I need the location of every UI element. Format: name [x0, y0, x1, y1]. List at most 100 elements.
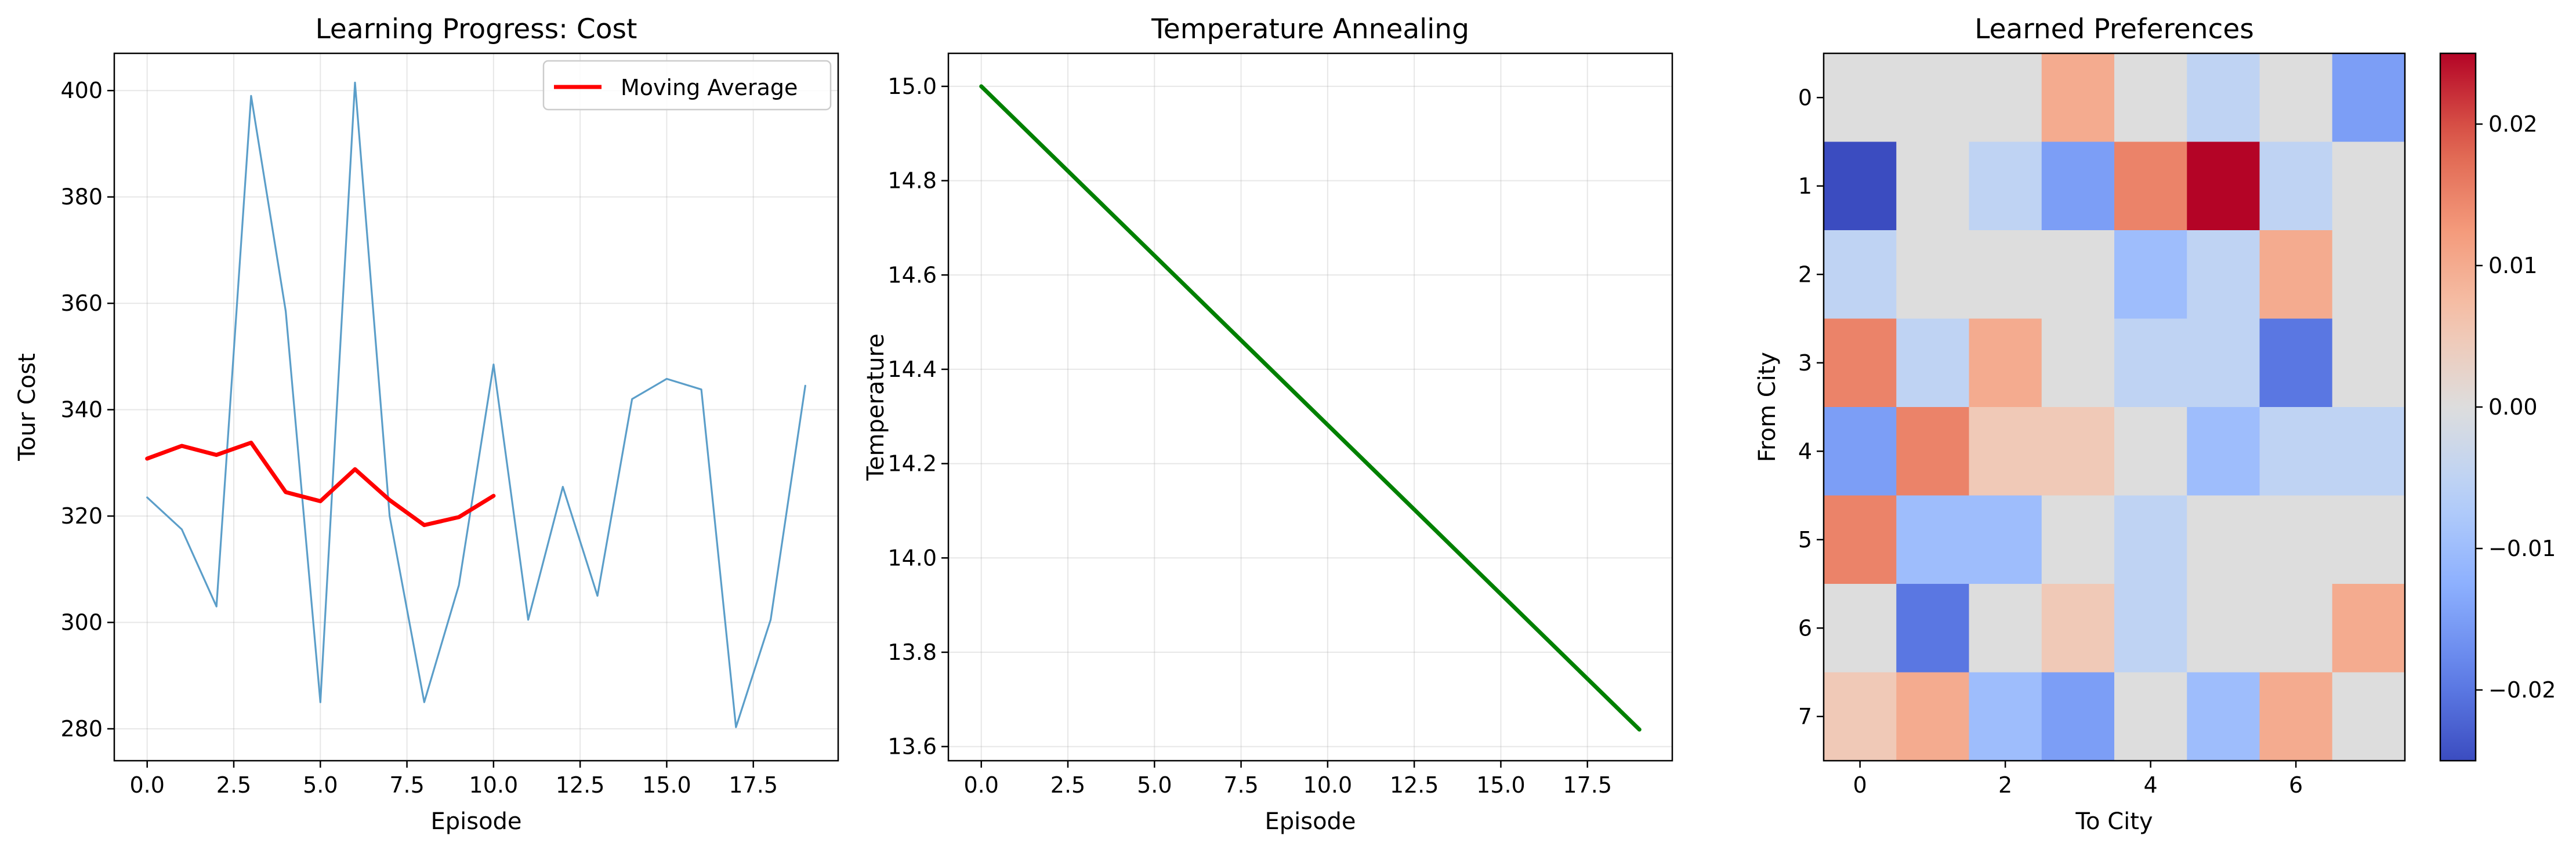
heatmap-cell: [2114, 407, 2187, 496]
x-tick-label: 15.0: [1476, 772, 1526, 798]
heatmap-cell: [1896, 495, 1970, 584]
heatmap-frame: [1823, 52, 2406, 762]
heatmap-cell: [2041, 407, 2115, 496]
heatmap-cell: [2332, 318, 2405, 408]
heatmap-cell: [1824, 495, 1897, 584]
x-tick-label: 0: [1853, 772, 1867, 798]
heatmap-cell: [2187, 584, 2260, 673]
y-tick-label: 400: [60, 78, 103, 103]
heatmap-cell: [1824, 407, 1897, 496]
cost-chart-plot-area: [145, 81, 806, 728]
temperature-chart-x-label: Episode: [1265, 808, 1356, 835]
heatmap-cell: [1969, 672, 2042, 761]
heatmap-cell: [1969, 318, 2042, 408]
heatmap-cell: [2259, 672, 2333, 761]
x-tick-label: 17.5: [1563, 772, 1612, 798]
y-tick-label: 300: [60, 610, 103, 635]
series-line-temperature: [979, 84, 1642, 732]
heatmap-cell: [2332, 584, 2405, 673]
x-tick-label: 12.5: [1390, 772, 1439, 798]
temperature-chart-x-ticks: 0.0 2.5 5.0 7.5 10.0 12.5 15.0 17.5: [964, 761, 1612, 798]
heatmap-cell: [1824, 230, 1897, 319]
series-line-tour-cost: [146, 81, 806, 728]
cost-chart-y-ticks: 280 300 320 340 360 380 400: [60, 78, 114, 742]
heatmap-cell: [1824, 584, 1897, 673]
heatmap-cell: [2114, 318, 2187, 408]
legend-box: [542, 60, 832, 111]
y-tick-label: 1: [1798, 173, 1812, 199]
heatmap-cell: [2332, 495, 2405, 584]
cost-chart-frame: [113, 52, 839, 762]
heatmap-cell: [1969, 495, 2042, 584]
x-tick-label: 0.0: [130, 772, 165, 798]
heatmap-cell: [2259, 318, 2333, 408]
cost-chart-legend: Moving Average: [542, 60, 832, 111]
y-tick-label: 13.6: [887, 734, 937, 760]
colorbar-tick-label: 0.02: [2488, 111, 2538, 137]
heatmap-y-ticks: 0 1 2 3 4 5 6 7: [1798, 85, 1824, 729]
heatmap-cell: [2259, 495, 2333, 584]
heatmap-cell: [1969, 53, 2042, 143]
heatmap-cell: [1824, 318, 1897, 408]
y-tick-label: 14.2: [887, 451, 937, 477]
temperature-chart-frame: [947, 52, 1673, 762]
x-tick-label: 2.5: [216, 772, 251, 798]
heatmap-cell: [2187, 495, 2260, 584]
heatmap-cell: [2041, 318, 2115, 408]
cost-chart-x-label: Episode: [430, 808, 521, 835]
cost-chart-y-label: Tour Cost: [14, 353, 41, 462]
colorbar-tick-label: 0.00: [2488, 394, 2538, 420]
heatmap-y-label: From City: [1754, 352, 1781, 462]
legend-label-moving-average: Moving Average: [621, 75, 798, 100]
heatmap-cell: [2114, 141, 2187, 231]
y-tick-label: 7: [1798, 704, 1812, 729]
heatmap-cell: [1824, 53, 1897, 143]
y-tick-label: 6: [1798, 615, 1812, 641]
heatmap-cell: [2332, 53, 2405, 143]
heatmap-cell: [1896, 584, 1970, 673]
heatmap-cell: [2041, 230, 2115, 319]
y-tick-label: 15.0: [887, 74, 937, 99]
heatmap-cell: [2332, 407, 2405, 496]
y-tick-label: 4: [1798, 438, 1812, 464]
heatmap-cell: [2187, 672, 2260, 761]
y-tick-label: 380: [60, 184, 103, 210]
heatmap-cell: [2332, 141, 2405, 231]
temperature-chart: 0.0 2.5 5.0 7.5 10.0 12.5 15.0 17.5 13.6 13.8 14.…: [863, 13, 1673, 835]
heatmap-cell: [1896, 318, 1970, 408]
y-tick-label: 0: [1798, 85, 1812, 110]
y-tick-label: 360: [60, 290, 103, 316]
heatmap-cell: [2259, 230, 2333, 319]
heatmap-cell: [2041, 584, 2115, 673]
heatmap-cell: [1824, 141, 1897, 231]
heatmap-cell: [2259, 407, 2333, 496]
colorbar-tick-label: 0.01: [2488, 253, 2538, 278]
x-tick-label: 12.5: [556, 772, 605, 798]
heatmap-cell: [2259, 141, 2333, 231]
heatmap-cell: [1969, 584, 2042, 673]
x-tick-label: 7.5: [1223, 772, 1258, 798]
heatmap-cell: [2187, 230, 2260, 319]
heatmap-cells: [1824, 53, 2405, 761]
heatmap-cell: [2259, 53, 2333, 143]
heatmap-cell: [2114, 230, 2187, 319]
y-tick-label: 280: [60, 716, 103, 742]
heatmap-cell: [2259, 584, 2333, 673]
heatmap-cell: [1896, 407, 1970, 496]
y-tick-label: 2: [1798, 261, 1812, 287]
x-tick-label: 5.0: [303, 772, 338, 798]
heatmap-cell: [2187, 318, 2260, 408]
y-tick-label: 14.0: [887, 545, 937, 571]
y-tick-label: 5: [1798, 527, 1812, 553]
heatmap-cell: [2187, 141, 2260, 231]
heatmap-cell: [2187, 53, 2260, 143]
heatmap-x-ticks: 0 2 4 6: [1853, 761, 2303, 798]
heatmap-cell: [1969, 141, 2042, 231]
x-tick-label: 2.5: [1050, 772, 1085, 798]
heatmap-cell: [2332, 230, 2405, 319]
colorbar-gradient: [2440, 53, 2476, 761]
temperature-chart-y-ticks: 13.6 13.8 14.0 14.2 14.4 14.6 14.8 15.0: [887, 74, 948, 760]
cost-chart: 0.0 2.5 5.0 7.5 10.0 12.5 15.0 17.5 280 300 320 34…: [14, 13, 839, 835]
heatmap-cell: [2041, 141, 2115, 231]
x-tick-label: 10.0: [469, 772, 519, 798]
